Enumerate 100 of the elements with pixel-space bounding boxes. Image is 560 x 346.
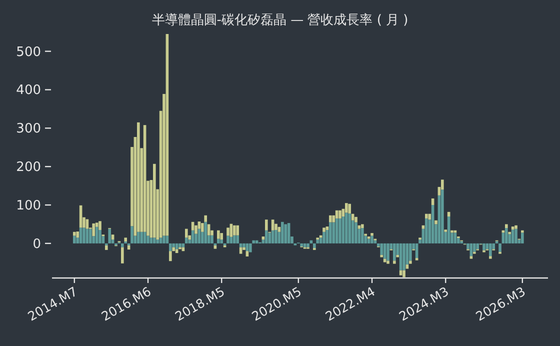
bar <box>383 243 386 259</box>
bar <box>172 243 176 248</box>
bar <box>348 204 352 214</box>
bar <box>146 236 150 244</box>
bar <box>166 236 169 244</box>
bar <box>150 238 153 244</box>
bar <box>358 225 361 229</box>
bar <box>454 232 457 244</box>
bar <box>434 220 438 224</box>
bar <box>136 122 140 232</box>
bar <box>140 232 144 244</box>
bar <box>328 222 332 244</box>
bar <box>476 243 480 250</box>
bar <box>264 230 268 244</box>
bar <box>316 240 320 244</box>
bar <box>184 228 188 238</box>
bar <box>511 230 514 244</box>
bar <box>274 224 278 230</box>
bar <box>82 228 86 244</box>
bar <box>98 221 102 230</box>
bar <box>204 222 208 244</box>
bar <box>354 222 358 244</box>
bar <box>344 203 348 213</box>
bar <box>92 223 96 236</box>
bar <box>136 232 140 244</box>
bar <box>152 164 156 238</box>
bar <box>220 240 224 244</box>
bar <box>287 223 290 244</box>
bar <box>386 260 390 264</box>
bar <box>248 243 252 252</box>
bar <box>424 214 428 218</box>
bar <box>392 260 396 264</box>
bar <box>470 256 473 259</box>
bar <box>402 243 406 270</box>
bar <box>280 222 284 244</box>
bar <box>498 243 502 252</box>
bar <box>450 230 454 233</box>
bar <box>152 238 156 244</box>
bar <box>440 190 444 244</box>
bar <box>232 235 236 244</box>
bar <box>322 228 326 232</box>
bar <box>156 240 160 244</box>
bar <box>514 225 518 229</box>
bar <box>214 245 217 249</box>
bar <box>252 240 256 244</box>
bar <box>207 224 210 236</box>
bar <box>79 228 82 244</box>
bar <box>422 225 425 229</box>
bar <box>504 224 508 228</box>
y-tick-label: 500 <box>16 44 41 60</box>
bar <box>271 220 274 230</box>
bar <box>386 243 390 261</box>
bar <box>236 225 240 236</box>
bar <box>226 228 230 236</box>
bar <box>338 210 342 218</box>
bar <box>338 218 342 244</box>
bar <box>306 243 310 248</box>
bar <box>328 215 332 222</box>
bar <box>204 215 208 222</box>
bar <box>370 233 374 236</box>
bar <box>76 232 80 238</box>
bar <box>239 243 242 248</box>
bar <box>264 220 268 230</box>
bar <box>242 243 246 248</box>
bar <box>392 243 396 261</box>
y-tick-label: 200 <box>16 160 41 176</box>
bar <box>232 225 236 236</box>
bar <box>370 236 374 244</box>
bar <box>162 236 166 244</box>
bar <box>406 264 409 269</box>
bar <box>303 243 306 248</box>
bar <box>482 243 486 250</box>
y-tick-label: 100 <box>16 198 41 214</box>
bar <box>216 230 220 239</box>
bar <box>504 228 508 244</box>
bar <box>226 236 230 244</box>
bar <box>380 254 384 258</box>
bar <box>194 225 198 234</box>
bar <box>120 243 124 248</box>
bar <box>200 223 204 232</box>
bar <box>488 243 492 256</box>
bar <box>514 228 518 244</box>
bar <box>72 232 76 236</box>
bar <box>332 222 336 244</box>
y-tick-label: 0 <box>32 236 41 252</box>
bar <box>396 254 400 258</box>
bar <box>344 212 348 244</box>
bar <box>326 226 329 230</box>
bar <box>472 243 476 252</box>
bar <box>242 247 246 250</box>
bar <box>72 236 76 244</box>
bar <box>428 214 432 220</box>
bar <box>210 235 214 244</box>
bar <box>184 238 188 244</box>
bar <box>88 228 92 244</box>
bar <box>508 232 512 234</box>
bar <box>108 228 112 244</box>
bar <box>178 243 182 248</box>
bar <box>402 270 406 278</box>
bar <box>408 260 412 264</box>
